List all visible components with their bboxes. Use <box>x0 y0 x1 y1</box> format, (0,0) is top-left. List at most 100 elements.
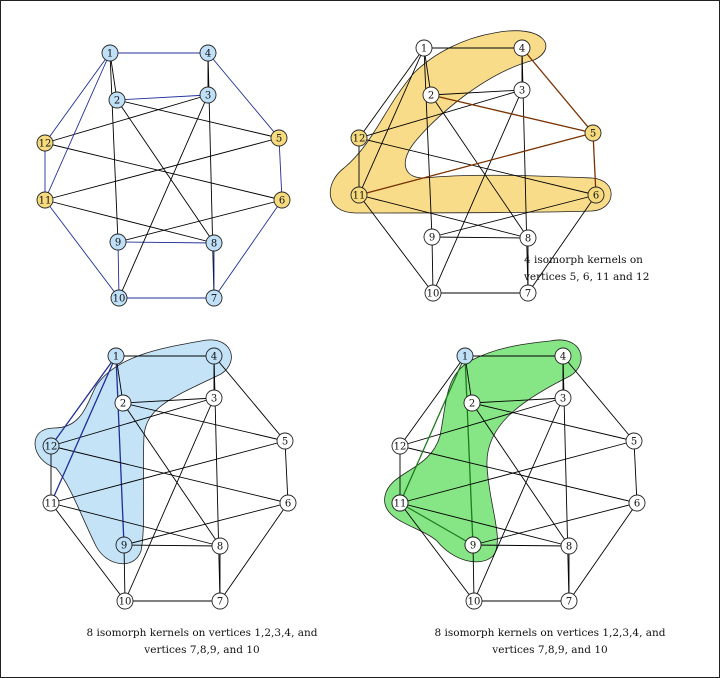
panel-b-vertex-label-2: 2 <box>428 91 434 102</box>
panel-d-edge-v12-v6 <box>399 445 638 504</box>
panel-c-edge-v2-v5 <box>122 402 286 442</box>
panel-a-vertex-label-3: 3 <box>205 91 211 102</box>
panel-d-kernel-highlight <box>384 339 582 563</box>
panel-d-edge-v9-v8 <box>472 544 570 547</box>
panel-c-vertex-9 <box>115 536 133 554</box>
panel-d-vertex-label-2: 2 <box>469 399 475 410</box>
panel-a-edge-v6-v7 <box>213 199 283 299</box>
panel-b-edge-v5-v6 <box>592 132 597 196</box>
panel-b-vertex-8 <box>519 229 537 247</box>
panel-d-edge-v11-v8 <box>399 502 570 547</box>
panel-d-vertex-11-top <box>391 494 409 512</box>
panel-b-vertex-label-1: 1 <box>421 44 427 55</box>
caption-top-right: 4 isomorph kernels on vertices 5, 6, 11 … <box>524 252 694 286</box>
panel-c-vertex-7 <box>211 592 229 610</box>
caption-bottom-right: 8 isomorph kernels on vertices 1,2,3,4, … <box>400 625 700 659</box>
panel-b-edge-v12-v3 <box>358 89 523 139</box>
panel-c-vertex-label-2: 2 <box>120 399 126 410</box>
panel-b-vertex-3 <box>513 81 531 99</box>
panel-c-vertex-5 <box>276 432 294 450</box>
panel-b-vertex-11 <box>350 186 368 204</box>
panel-c-vertex-label-12: 12 <box>45 442 58 453</box>
panel-b-vertex-4 <box>513 39 531 57</box>
panel-a-vertex-label-10: 10 <box>113 294 126 305</box>
panel-b-edge-v1-v11 <box>358 47 425 196</box>
panel-a-vertex-label-6: 6 <box>279 196 285 207</box>
panel-d-vertex-label-3: 3 <box>560 394 566 405</box>
panel-b-vertex-label-5: 5 <box>590 129 596 140</box>
panel-a-edge-v9-v8 <box>117 241 215 244</box>
panel-c-vertex-label-11: 11 <box>45 499 58 510</box>
panel-a-vertex-label-7: 7 <box>211 294 217 305</box>
panel-b-edge-v11-v8 <box>358 194 529 239</box>
panel-c-edge-v9-v8 <box>123 544 221 547</box>
panel-d-edge-v11-v10 <box>399 502 475 602</box>
panel-c-edge-v4-v5 <box>213 355 286 442</box>
panel-a-edge-v5-v6 <box>278 137 283 201</box>
panel-d-edge-v1-v12 <box>399 355 466 447</box>
panel-a-vertex-1 <box>101 44 119 62</box>
panel-d-edge-v2-v5 <box>471 402 635 442</box>
caption-top-right-line-2: vertices 5, 6, 11 and 12 <box>524 271 650 283</box>
panel-b-edge-v2-v5 <box>430 94 594 134</box>
panel-b-vertex-label-10: 10 <box>427 289 440 300</box>
panel-b-edge-v6-v7 <box>527 194 597 294</box>
panel-a-edge-v1-v12 <box>44 52 111 144</box>
panel-b-edge-v2-v8 <box>430 94 529 239</box>
panel-a-edge-v2-v8 <box>116 99 215 244</box>
panel-c-vertex-12 <box>42 437 60 455</box>
panel-a-edge-v1-v9 <box>109 52 119 243</box>
panel-d-edge-v5-v6 <box>633 440 638 504</box>
panel-a-edge-v4-v5 <box>207 52 280 139</box>
panel-c-kernel-highlight <box>34 339 232 565</box>
panel-c-vertex-8 <box>211 537 229 555</box>
panel-b-edge-v2-v3 <box>430 89 523 96</box>
panel-d-edge-v3-v10 <box>473 397 564 602</box>
panel-d-vertex-label-1: 1 <box>462 352 468 363</box>
panel-a-edge-v12-v6 <box>44 142 283 201</box>
panel-a-vertex-12 <box>36 134 54 152</box>
panel-d-edge-v2-v3 <box>471 397 564 404</box>
panel-c-vertex-label-9: 9 <box>121 541 127 552</box>
panel-d-vertex-label-8: 8 <box>566 542 572 553</box>
panel-b-vertex-2 <box>422 86 440 104</box>
panel-b-vertex-label-3: 3 <box>519 86 525 97</box>
panel-d-vertex-4 <box>554 347 572 365</box>
caption-bottom-left-line-2: vertices 7,8,9, and 10 <box>144 644 260 656</box>
panel-a-edge-v3-v10 <box>118 94 209 299</box>
panel-c-vertex-10 <box>116 592 134 610</box>
panel-c-vertex-label-10: 10 <box>119 597 132 608</box>
panel-b-vertex-12 <box>350 129 368 147</box>
panel-c-vertex-3 <box>205 389 223 407</box>
caption-bottom-right-line-2: vertices 7,8,9, and 10 <box>492 644 608 656</box>
panel-d-vertex-label-5: 5 <box>631 437 637 448</box>
panel-b-edge-v3-v10 <box>432 89 523 294</box>
panel-d-vertex-1 <box>456 347 474 365</box>
caption-bottom-right-line-1: 8 isomorph kernels on vertices 1,2,3,4, … <box>434 627 666 639</box>
panel-b-vertex-label-12: 12 <box>353 134 366 145</box>
panel-c-edge-v12-v6 <box>50 445 289 504</box>
panel-a-vertex-label-12: 12 <box>39 139 52 150</box>
panel-c-vertex-2 <box>114 394 132 412</box>
panel-c-edge-v3-v10 <box>124 397 215 602</box>
panel-c-vertex-label-4: 4 <box>211 352 217 363</box>
panel-a-vertex-3 <box>199 86 217 104</box>
panel-b-edge-v4-v5 <box>521 47 594 134</box>
panel-b-vertex-label-11: 11 <box>353 191 366 202</box>
panel-d-edge-v1-v9 <box>464 355 474 546</box>
panel-c-vertex-label-8: 8 <box>217 542 223 553</box>
panel-c-edge-v5-v11 <box>50 440 286 504</box>
panel-c-edge-v2-v3 <box>122 397 215 404</box>
panel-a-vertex-4 <box>199 44 217 62</box>
panel-d-edge-v2-v8 <box>471 402 570 547</box>
caption-bottom-left-line-1: 8 isomorph kernels on vertices 1,2,3,4, … <box>86 627 318 639</box>
panel-a-vertex-label-9: 9 <box>115 238 121 249</box>
panel-b-edge-v9-v10 <box>431 236 434 294</box>
panel-c-vertex-6 <box>279 494 297 512</box>
panel-d-vertex-6 <box>628 494 646 512</box>
panel-d-edge-v12-v3 <box>399 397 564 447</box>
panel-d-edge-v9-v10 <box>472 544 475 602</box>
